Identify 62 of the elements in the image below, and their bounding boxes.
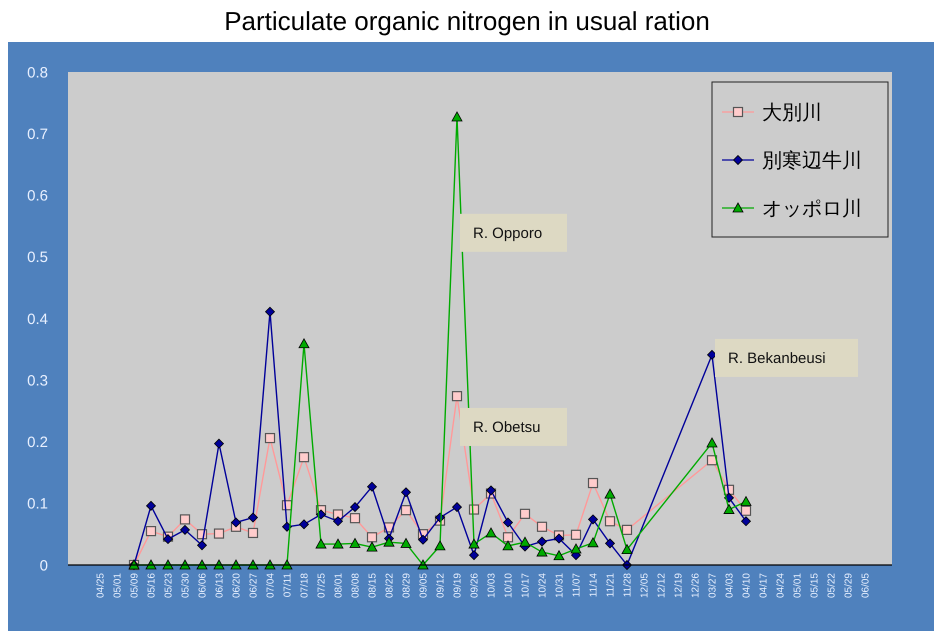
x-tick-label: 08/15 — [368, 572, 378, 598]
y-tick-label: 0.3 — [27, 372, 48, 390]
x-tick-label: 12/05 — [640, 572, 650, 598]
x-tick-label: 06/13 — [214, 572, 226, 598]
y-tick-label: 0.2 — [27, 434, 48, 451]
x-tick-label: 09/26 — [470, 572, 480, 598]
x-tick-label: 05/30 — [180, 572, 192, 598]
y-tick-label: 0.8 — [27, 64, 48, 82]
x-tick-label: 10/17 — [520, 572, 532, 598]
legend-label: オッポロ川 — [762, 196, 862, 220]
chart-title: Particulate organic nitrogen in usual ration — [224, 6, 710, 36]
x-tick-label: 06/20 — [232, 572, 242, 598]
x-tick-label: 05/29 — [844, 572, 854, 598]
x-tick-label: 10/24 — [538, 572, 548, 598]
x-tick-label: 06/06 — [198, 572, 208, 598]
x-tick-label: 04/24 — [776, 572, 786, 598]
y-tick-label: 0 — [40, 557, 48, 574]
x-tick-label: 08/22 — [384, 572, 396, 598]
annotation: R. Obetsu — [473, 419, 541, 436]
annotation: R. Bekanbeusi — [728, 350, 826, 368]
x-tick-label: 06/05 — [860, 572, 872, 598]
y-tick-label: 0.1 — [27, 496, 48, 513]
x-tick-label: 11/21 — [606, 572, 616, 598]
legend-label: 大別川 — [762, 100, 822, 124]
x-tick-label: 12/12 — [656, 572, 668, 598]
x-tick-label: 08/08 — [350, 572, 362, 598]
x-tick-label: 04/25 — [96, 572, 106, 598]
x-tick-label: 12/19 — [674, 572, 684, 598]
x-tick-label: 05/09 — [130, 572, 140, 598]
x-tick-label: 11/28 — [622, 572, 634, 598]
x-tick-label: 05/15 — [810, 572, 820, 598]
x-tick-label: 08/01 — [334, 572, 344, 598]
x-tick-label: 04/17 — [758, 572, 770, 598]
x-tick-label: 05/16 — [146, 572, 158, 598]
x-tick-label: 09/19 — [452, 572, 464, 598]
x-tick-label: 05/23 — [164, 572, 174, 598]
x-tick-label: 07/11 — [282, 572, 294, 598]
annotation: R. Opporo — [473, 225, 542, 242]
x-tick-label: 11/07 — [572, 572, 582, 598]
x-tick-label: 06/27 — [248, 572, 260, 598]
y-tick-label: 0.4 — [27, 310, 48, 328]
x-tick-label: 09/12 — [436, 572, 446, 598]
y-tick-label: 0.5 — [27, 249, 48, 266]
x-tick-label: 09/05 — [418, 572, 430, 598]
x-tick-label: 05/01 — [792, 572, 804, 598]
y-tick-label: 0.7 — [27, 126, 48, 143]
x-tick-label: 10/31 — [554, 572, 566, 598]
x-tick-label: 05/22 — [826, 572, 838, 598]
x-tick-label: 03/27 — [708, 572, 718, 598]
x-tick-label: 05/01 — [112, 572, 124, 598]
y-tick-label: 0.6 — [27, 188, 48, 204]
x-tick-label: 07/18 — [300, 572, 310, 598]
x-tick-label: 07/25 — [316, 572, 328, 598]
x-tick-label: 04/10 — [742, 572, 752, 598]
x-tick-label: 08/29 — [402, 572, 412, 598]
x-tick-label: 10/03 — [486, 572, 498, 598]
x-tick-label: 12/26 — [690, 572, 702, 598]
x-tick-label: 11/14 — [588, 572, 600, 598]
x-tick-label: 07/04 — [266, 572, 276, 598]
x-tick-label: 10/10 — [504, 572, 514, 598]
legend-label: 別寒辺牛川 — [762, 148, 862, 172]
x-tick-label: 04/03 — [724, 572, 736, 598]
